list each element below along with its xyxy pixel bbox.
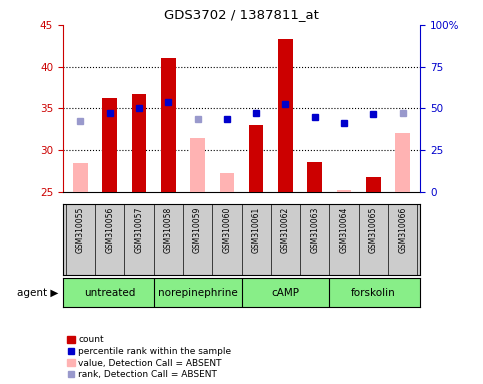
Bar xyxy=(307,162,322,192)
Text: agent ▶: agent ▶ xyxy=(16,288,58,298)
Text: GSM310055: GSM310055 xyxy=(76,207,85,253)
Text: GSM310061: GSM310061 xyxy=(252,207,261,253)
Text: GSM310064: GSM310064 xyxy=(340,207,349,253)
Bar xyxy=(190,138,205,192)
Legend: count, percentile rank within the sample, value, Detection Call = ABSENT, rank, : count, percentile rank within the sample… xyxy=(67,335,231,379)
Bar xyxy=(337,190,351,192)
Text: GSM310065: GSM310065 xyxy=(369,207,378,253)
Text: GSM310062: GSM310062 xyxy=(281,207,290,253)
Bar xyxy=(249,125,263,192)
Bar xyxy=(220,173,234,192)
Text: GSM310060: GSM310060 xyxy=(222,207,231,253)
Bar xyxy=(73,163,88,192)
Text: GSM310063: GSM310063 xyxy=(310,207,319,253)
Text: GSM310057: GSM310057 xyxy=(134,207,143,253)
Text: forskolin: forskolin xyxy=(351,288,396,298)
Text: cAMP: cAMP xyxy=(271,288,299,298)
Text: GSM310059: GSM310059 xyxy=(193,207,202,253)
Bar xyxy=(132,94,146,192)
Bar xyxy=(278,39,293,192)
Text: GSM310066: GSM310066 xyxy=(398,207,407,253)
Text: GSM310056: GSM310056 xyxy=(105,207,114,253)
Bar xyxy=(102,98,117,192)
Text: GSM310058: GSM310058 xyxy=(164,207,173,253)
Title: GDS3702 / 1387811_at: GDS3702 / 1387811_at xyxy=(164,8,319,21)
Text: norepinephrine: norepinephrine xyxy=(157,288,238,298)
Bar xyxy=(395,133,410,192)
Bar xyxy=(161,58,176,192)
Text: untreated: untreated xyxy=(84,288,135,298)
Bar xyxy=(366,177,381,192)
